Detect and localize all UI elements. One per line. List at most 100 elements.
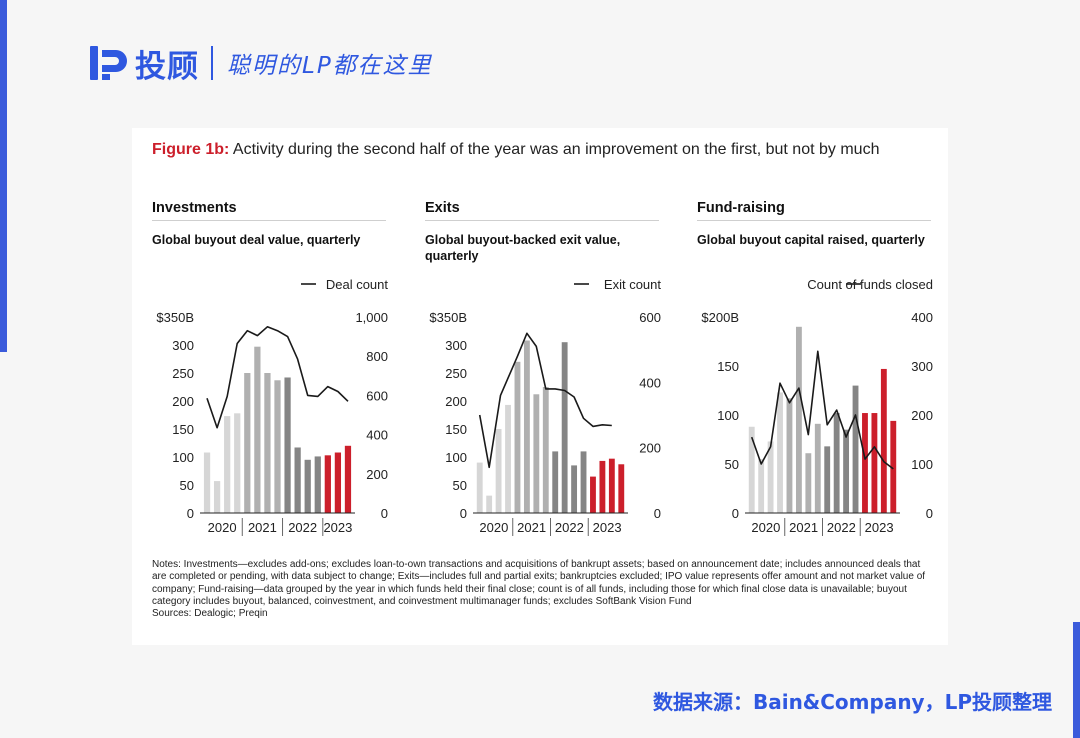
right-axis-tick-label: 300 <box>911 359 933 374</box>
bar <box>514 361 521 513</box>
left-axis-tick-label: 150 <box>445 422 467 437</box>
x-group-label: 2023 <box>323 520 352 535</box>
left-axis-tick-label: 0 <box>732 506 739 521</box>
bar <box>533 394 540 513</box>
left-axis-tick-label: 0 <box>460 506 467 521</box>
x-group-label: 2023 <box>865 520 894 535</box>
left-axis-tick-label: $350B <box>429 310 467 325</box>
left-axis-tick-label: 300 <box>445 338 467 353</box>
brand-separator <box>211 46 213 80</box>
x-group-label: 2021 <box>517 520 546 535</box>
x-group-label: 2023 <box>593 520 622 535</box>
panel-heading-investments: Investments <box>152 200 386 221</box>
legend-label: Deal count <box>326 277 389 292</box>
bar <box>852 385 859 513</box>
panel-subtitle-exits: Global buyout-backed exit value, quarter… <box>425 233 621 263</box>
right-axis-tick-label: 0 <box>926 506 933 521</box>
panel-heading-exits: Exits <box>425 200 659 221</box>
x-group-label: 2020 <box>751 520 780 535</box>
bar <box>758 459 765 513</box>
right-axis-tick-label: 200 <box>639 441 661 456</box>
bar <box>580 451 587 513</box>
bar <box>244 373 251 513</box>
bar <box>805 453 812 513</box>
panel-subtitle-fund-raising: Global buyout capital raised, quarterly <box>697 233 925 247</box>
bar <box>254 346 261 513</box>
bar <box>234 413 241 513</box>
x-group-label: 2022 <box>288 520 317 535</box>
right-axis-tick-label: 0 <box>654 506 661 521</box>
figure-label: Figure 1b: <box>152 141 230 158</box>
left-axis-tick-label: 50 <box>725 457 739 472</box>
panel-heading-fund-raising: Fund-raising <box>697 200 931 221</box>
left-axis-tick-label: 200 <box>172 394 194 409</box>
left-axis-tick-label: 300 <box>172 338 194 353</box>
count-line-series <box>206 325 349 429</box>
fund-raising-chart: Count of funds closed $200B 150 100 50 0 400 30… <box>701 277 933 536</box>
x-group-label: 2020 <box>208 520 237 535</box>
x-group-label: 2021 <box>789 520 818 535</box>
panel-subtitle-investments: Global buyout deal value, quarterly <box>152 233 361 247</box>
bar <box>590 476 596 513</box>
investments-chart: Deal count $350B 300 250 200 150 100 50 0 1,000 80… <box>156 277 389 536</box>
count-line-series <box>478 332 612 469</box>
x-group-label: 2022 <box>555 520 584 535</box>
bar <box>505 404 511 513</box>
notes-text: Notes: Investments—excludes add-ons; exc… <box>152 559 926 607</box>
left-axis-tick-label: 100 <box>445 450 467 465</box>
bar <box>795 326 802 513</box>
bar <box>777 392 783 513</box>
left-axis-tick-label: 0 <box>187 506 194 521</box>
bar <box>814 423 821 513</box>
right-axis-tick-label: 800 <box>366 349 388 364</box>
right-axis-tick-label: 600 <box>639 310 661 325</box>
bar <box>542 387 549 513</box>
x-group-label: 2022 <box>827 520 856 535</box>
left-accent-bar <box>0 0 7 352</box>
right-axis-tick-label: 1,000 <box>355 310 388 325</box>
exits-chart: Exit count $350B 300 250 200 150 100 50 0 600 400 2… <box>429 277 661 536</box>
right-axis-tick-label: 100 <box>911 457 933 472</box>
bar <box>552 451 559 513</box>
bar <box>862 413 868 513</box>
left-axis-tick-label: $200B <box>701 310 739 325</box>
bar <box>203 452 211 513</box>
left-axis-tick-label: 50 <box>180 478 194 493</box>
legend-label: Exit count <box>604 277 661 292</box>
bar <box>264 373 271 513</box>
x-group-label: 2021 <box>248 520 277 535</box>
brand-header: 投顾 聪明的LP都在这里 <box>85 40 433 86</box>
left-axis-tick-label: 100 <box>717 408 739 423</box>
legend-label: Count of funds closed <box>807 277 933 292</box>
bar <box>824 446 831 513</box>
figure-notes: Notes: Investments—excludes add-ons; exc… <box>152 559 932 620</box>
bar <box>324 455 331 513</box>
bar <box>786 398 793 513</box>
brand-name: 投顾 <box>135 48 199 85</box>
bar <box>314 456 321 513</box>
bar <box>344 445 352 513</box>
bar <box>304 459 311 513</box>
right-axis-tick-label: 400 <box>639 375 661 390</box>
left-axis-tick-label: 50 <box>453 478 467 493</box>
bar <box>334 452 342 513</box>
bar <box>608 458 615 513</box>
bar <box>294 447 301 513</box>
bar <box>571 465 578 513</box>
bar <box>495 429 502 513</box>
right-accent-bar <box>1073 622 1080 738</box>
right-axis-tick-label: 200 <box>366 467 388 482</box>
bar <box>871 413 878 513</box>
bar <box>523 340 530 513</box>
bar <box>843 429 850 513</box>
left-axis-tick-label: $350B <box>156 310 194 325</box>
right-axis-tick-label: 400 <box>366 428 388 443</box>
bar <box>284 377 291 513</box>
brand-slogan: 聪明的LP都在这里 <box>227 53 433 79</box>
left-axis-tick-label: 250 <box>445 366 467 381</box>
right-axis-tick-label: 400 <box>911 310 933 325</box>
right-axis-tick-label: 600 <box>366 388 388 403</box>
bar <box>748 426 755 513</box>
figure-title: Figure 1b: Activity during the second ha… <box>152 141 879 159</box>
bar <box>486 495 493 513</box>
